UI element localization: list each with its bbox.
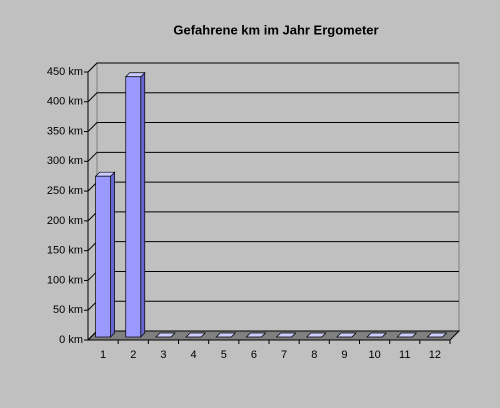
grid-line [87, 92, 459, 103]
x-tick-label: 6 [251, 349, 257, 361]
bar-top [305, 332, 327, 338]
bar [94, 171, 116, 338]
bar-top [336, 332, 357, 338]
y-tick-label: 350 km [47, 125, 83, 137]
bar-top [396, 332, 418, 338]
bar-top [426, 332, 448, 338]
bar [275, 332, 297, 338]
bar [155, 332, 176, 338]
grid-line [87, 62, 459, 73]
y-tick-label: 250 km [47, 185, 83, 197]
y-tick-label: 200 km [47, 215, 83, 227]
back-wall [96, 62, 460, 332]
y-tick-label: 50 km [53, 304, 83, 316]
bar-front [125, 76, 142, 338]
y-tick-label: 400 km [47, 96, 83, 108]
bar [305, 332, 327, 338]
bar [336, 332, 357, 338]
x-tick-label: 7 [281, 349, 287, 361]
bar-top [185, 332, 206, 338]
bar-side [110, 171, 115, 338]
bar [124, 71, 146, 338]
y-tick-label: 150 km [47, 245, 83, 257]
x-tick-label: 11 [399, 349, 410, 361]
x-tick-label: 12 [429, 349, 441, 361]
bar-top [155, 332, 176, 338]
y-tick-label: 450 km [47, 66, 83, 78]
bar [426, 332, 448, 338]
y-tick-label: 0 km [59, 334, 83, 346]
bar-front [95, 175, 111, 338]
grid-line [87, 151, 459, 162]
bar-top [366, 332, 387, 338]
x-tick-label: 1 [100, 349, 106, 361]
bar [366, 332, 387, 338]
bar-top [215, 332, 237, 338]
x-tick-label: 4 [191, 349, 197, 361]
bar [396, 332, 418, 338]
x-tick-label: 10 [368, 349, 380, 361]
chart-title: Gefahrene km im Jahr Ergometer [173, 22, 378, 37]
x-tick-label: 8 [311, 349, 317, 361]
x-tick-label: 9 [341, 349, 347, 361]
x-tick-label: 5 [221, 349, 227, 361]
grid-line [87, 122, 459, 132]
bar [185, 332, 206, 338]
y-tick-label: 300 km [47, 155, 83, 167]
x-tick-label: 2 [130, 349, 136, 361]
bar-top [245, 332, 267, 338]
bar-top [275, 332, 297, 338]
bar [245, 332, 267, 338]
y-tick-label: 100 km [47, 274, 83, 286]
bar [215, 332, 237, 338]
x-tick-label: 3 [160, 349, 166, 361]
bar-side [140, 71, 146, 338]
